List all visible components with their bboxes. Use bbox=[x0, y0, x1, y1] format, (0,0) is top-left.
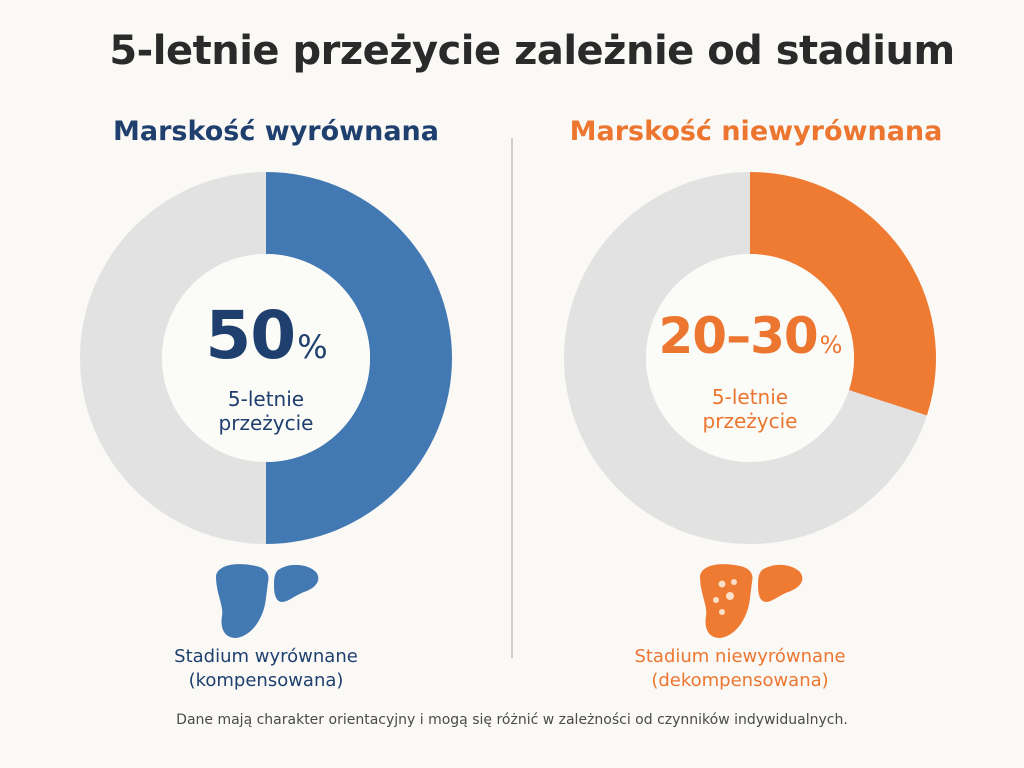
decompensated-center-label: 20–30% 5-letnie przeżycie bbox=[620, 296, 880, 433]
decompensated-stage-line1: Stadium niewyrównane bbox=[634, 646, 846, 667]
donut-0-slice-1 bbox=[80, 172, 266, 544]
compensated-stage-caption: Stadium wyrównane (kompensowana) bbox=[106, 645, 426, 693]
compensated-donut bbox=[80, 172, 452, 544]
decompensated-stage-line2: (dekompensowana) bbox=[651, 670, 829, 691]
panel-divider bbox=[511, 138, 513, 658]
decompensated-survival-value: 20–30% bbox=[658, 307, 843, 365]
decompensated-donut bbox=[564, 172, 936, 544]
decompensated-unit: % bbox=[819, 331, 843, 359]
donut-0-hole bbox=[162, 254, 370, 462]
liver-icon bbox=[216, 564, 319, 638]
compensated-unit: % bbox=[297, 328, 327, 366]
donut-0-slice-0 bbox=[266, 172, 452, 544]
footnote: Dane mają charakter orientacyjny i mogą … bbox=[176, 712, 848, 728]
chart-title: 5-letnie przeżycie zależnie od stadium bbox=[109, 28, 955, 74]
decompensated-heading: Marskość niewyrównana bbox=[569, 116, 943, 147]
decompensated-caption: 5-letnie przeżycie bbox=[702, 385, 798, 433]
compensated-survival-value: 50% bbox=[205, 297, 327, 374]
donut-1-hole bbox=[646, 254, 854, 462]
compensated-caption: 5-letnie przeżycie bbox=[218, 387, 314, 435]
compensated-center-label: 50% 5-letnie przeżycie bbox=[136, 296, 396, 435]
compensated-stage-line1: Stadium wyrównane bbox=[174, 646, 358, 667]
compensated-stage-line2: (kompensowana) bbox=[188, 670, 344, 691]
compensated-heading: Marskość wyrównana bbox=[113, 116, 439, 147]
donut-1-slice-1 bbox=[564, 172, 927, 544]
liver-spotted-icon bbox=[700, 564, 803, 638]
decompensated-stage-caption: Stadium niewyrównane (dekompensowana) bbox=[580, 645, 900, 693]
donut-1-slice-0 bbox=[750, 172, 936, 416]
